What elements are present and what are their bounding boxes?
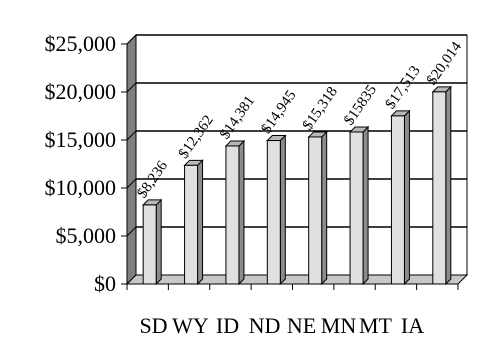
x-tick-label: IA bbox=[401, 313, 424, 337]
side-wall bbox=[126, 33, 137, 286]
bar-side bbox=[445, 85, 452, 286]
bar bbox=[390, 109, 411, 286]
x-tick-label: WY bbox=[172, 313, 209, 337]
bar-front bbox=[308, 136, 323, 285]
bar bbox=[348, 125, 370, 286]
bar-side bbox=[197, 159, 204, 286]
bar-side bbox=[321, 130, 328, 286]
gridline-side bbox=[126, 226, 137, 237]
x-tick-label: MN bbox=[321, 313, 357, 337]
bars bbox=[141, 85, 453, 286]
x-tick-label: NE bbox=[287, 313, 316, 337]
bar-side bbox=[155, 198, 162, 286]
x-tick-label: SD bbox=[139, 313, 167, 337]
bar-front bbox=[390, 115, 405, 285]
x-tick-label: ND bbox=[249, 313, 281, 337]
gridline-side bbox=[126, 178, 137, 189]
y-tick-label: $20,000 bbox=[45, 79, 117, 104]
bar bbox=[224, 139, 246, 286]
x-tick-label: MT bbox=[359, 313, 393, 337]
bar-front bbox=[184, 164, 199, 285]
y-tick-label: $10,000 bbox=[45, 175, 117, 200]
bar-front bbox=[142, 204, 157, 285]
x-tick-label: ID bbox=[216, 313, 239, 337]
y-axis-tick-labels: $0 $5,000 $10,000 $15,000 $20,000 $25,000 bbox=[45, 31, 117, 296]
bar bbox=[266, 134, 287, 286]
bar bbox=[431, 85, 453, 286]
floor bbox=[125, 274, 469, 285]
gridline-side bbox=[126, 82, 137, 93]
bar-side bbox=[279, 134, 286, 286]
bar bbox=[141, 198, 163, 286]
bar-front bbox=[349, 131, 364, 285]
bar-front bbox=[225, 145, 240, 285]
bar-side bbox=[403, 109, 410, 286]
bar-front bbox=[432, 91, 447, 285]
x-axis-tick-labels: SD WY ID ND NE MN MT IA bbox=[139, 313, 424, 337]
y-tick-label: $0 bbox=[94, 271, 116, 296]
bar bbox=[183, 159, 204, 286]
y-tick-label: $15,000 bbox=[45, 127, 117, 152]
axes bbox=[121, 43, 459, 290]
gridline-side bbox=[126, 130, 137, 141]
bar-side bbox=[362, 125, 369, 286]
bar bbox=[307, 130, 328, 286]
y-tick-label: $5,000 bbox=[56, 223, 117, 248]
gridline-side bbox=[126, 34, 137, 45]
bar-side bbox=[238, 139, 245, 286]
y-tick-label: $25,000 bbox=[45, 31, 117, 56]
bar-front bbox=[266, 140, 281, 285]
